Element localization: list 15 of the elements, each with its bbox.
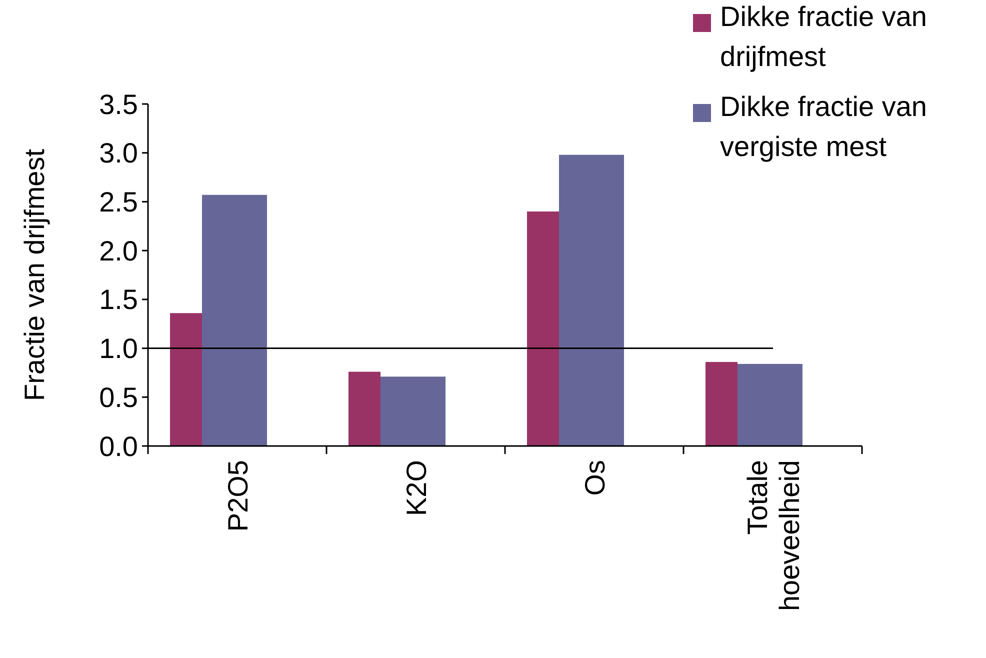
y-tick-label: 3.5 (99, 88, 138, 120)
y-tick-label: 3.0 (99, 138, 138, 169)
legend-label: Dikke fractie van vergiste mest (720, 91, 927, 162)
y-axis-title: Fractie van drijfmest (19, 148, 50, 402)
legend-label: Dikke fractie van drijfmest (720, 1, 927, 72)
y-tick-label: 2.5 (99, 186, 138, 218)
y-tick-label: 0.0 (99, 430, 138, 462)
x-tick-label: Totale hoeveelheid (742, 460, 805, 612)
y-tick-label: 1.0 (99, 333, 138, 364)
x-tick-label: P2O5 (222, 460, 254, 532)
y-tick-label: 0.5 (99, 382, 138, 413)
y-tick-label: 2.0 (99, 235, 138, 266)
y-tick-label: 1.5 (99, 284, 138, 316)
x-tick-label: Os (579, 460, 610, 496)
x-tick-label: K2O (400, 460, 432, 516)
